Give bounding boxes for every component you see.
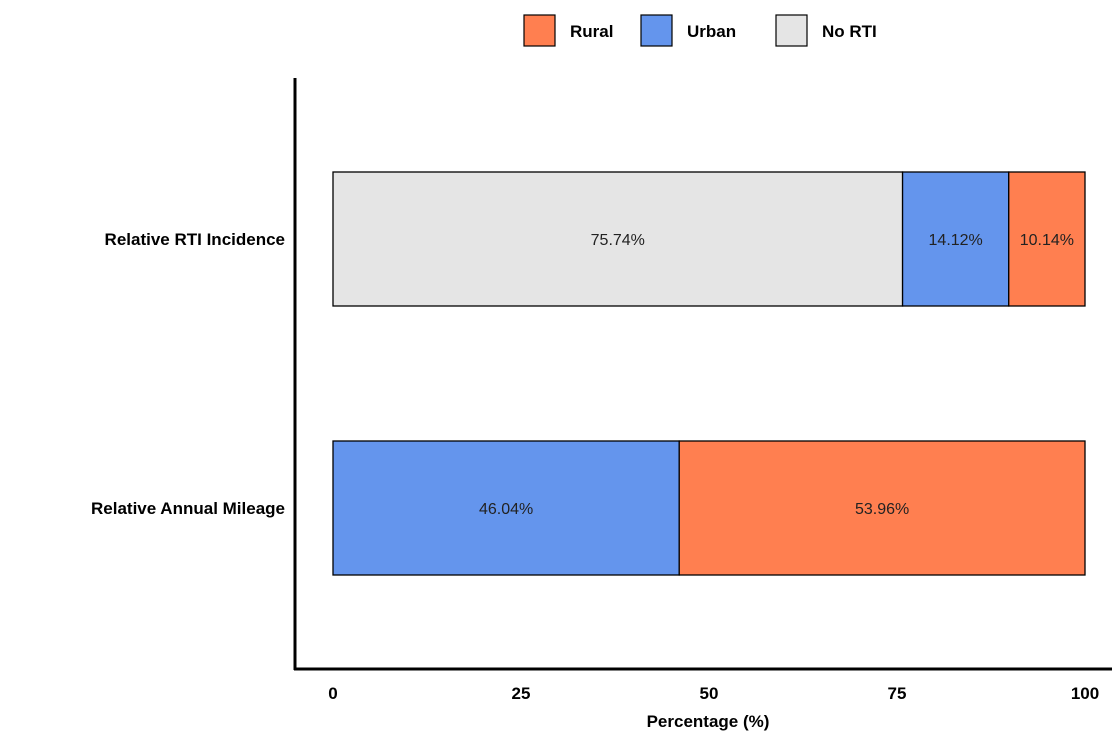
bar-relative-annual-mileage-rural bbox=[678, 440, 1086, 576]
bar-labels: 75.74% 14.12% 10.14% 46.04% 53.96% bbox=[479, 232, 1074, 518]
x-tick-label: 75 bbox=[888, 684, 907, 703]
category-labels: Relative RTI Incidence Relative Annual Mi… bbox=[91, 230, 285, 518]
bar-relative-annual-mileage-urban bbox=[332, 440, 680, 576]
legend-swatch-urban bbox=[640, 14, 673, 47]
legend: Rural Urban No RTI bbox=[523, 14, 877, 47]
bar-value-label: 14.12% bbox=[929, 232, 983, 249]
bars bbox=[332, 171, 1086, 576]
x-tick-label: 100 bbox=[1071, 684, 1099, 703]
bar-value-label: 46.04% bbox=[479, 501, 533, 518]
category-label: Relative Annual Mileage bbox=[91, 499, 285, 518]
x-tick-labels: 0 25 50 75 100 bbox=[328, 684, 1099, 703]
legend-swatch-rural bbox=[523, 14, 556, 47]
legend-label-urban: Urban bbox=[687, 22, 736, 41]
bar-value-label: 53.96% bbox=[855, 501, 909, 518]
axes bbox=[293, 78, 1112, 671]
x-tick-label: 25 bbox=[512, 684, 531, 703]
category-label: Relative RTI Incidence bbox=[105, 230, 285, 249]
legend-label-rural: Rural bbox=[570, 22, 613, 41]
x-tick-label: 50 bbox=[700, 684, 719, 703]
bar-relative-rti-incidence-no-rti bbox=[332, 171, 904, 307]
legend-label-no-rti: No RTI bbox=[822, 22, 877, 41]
x-axis-title: Percentage (%) bbox=[647, 712, 770, 731]
x-tick-label: 0 bbox=[328, 684, 337, 703]
bar-value-label: 75.74% bbox=[591, 232, 645, 249]
legend-swatch-no-rti bbox=[775, 14, 808, 47]
bar-value-label: 10.14% bbox=[1020, 232, 1074, 249]
bar-relative-rti-incidence-rural bbox=[1008, 171, 1086, 307]
bar-relative-rti-incidence-urban bbox=[901, 171, 1010, 307]
